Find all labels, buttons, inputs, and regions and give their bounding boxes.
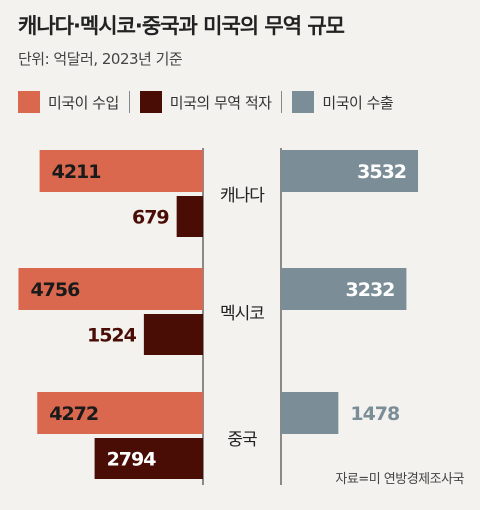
bar-imports: [18, 268, 204, 310]
legend-separator: [128, 91, 130, 113]
bar-deficit: [143, 314, 203, 355]
value-label-exports: 3532: [357, 161, 406, 183]
legend-swatch-exports: [292, 91, 315, 113]
source-note: 자료=미 연방경제조사국: [335, 472, 464, 487]
category-label: 중국: [227, 430, 257, 450]
value-label-imports: 4211: [52, 161, 101, 183]
bar-exports: [281, 392, 339, 434]
legend-item-imports: 미국이 수입: [18, 91, 119, 113]
value-label-exports: 3232: [346, 279, 395, 301]
legend-item-deficit: 미국의 무역 적자: [139, 91, 272, 113]
legend-label-exports: 미국이 수출: [322, 93, 394, 112]
bar-imports: [39, 150, 203, 192]
bar-exports: [281, 268, 407, 310]
chart-title: 캐나다·멕시코·중국과 미국의 무역 규모: [18, 14, 345, 38]
value-label-deficit: 1524: [87, 325, 137, 347]
value-label-deficit: 679: [132, 207, 169, 229]
category-label: 캐나다: [220, 186, 265, 206]
bar-exports: [281, 150, 419, 192]
legend-separator: [281, 91, 283, 113]
legend: 미국이 수입 미국의 무역 적자 미국이 수출: [18, 90, 468, 114]
legend-swatch-deficit: [139, 91, 162, 113]
bar-deficit: [94, 438, 203, 479]
chart-subtitle: 단위: 억달러, 2023년 기준: [18, 50, 183, 68]
legend-label-imports: 미국이 수입: [48, 93, 119, 112]
value-label-imports: 4272: [49, 403, 98, 425]
value-label-exports: 1478: [350, 403, 400, 425]
legend-swatch-imports: [18, 91, 40, 113]
value-label-imports: 4756: [30, 279, 80, 301]
bar-imports: [37, 392, 203, 434]
category-label: 멕시코: [220, 304, 264, 324]
bar-deficit: [176, 196, 203, 237]
value-label-deficit: 2794: [107, 449, 157, 471]
legend-item-exports: 미국이 수출: [292, 91, 394, 113]
legend-label-deficit: 미국의 무역 적자: [169, 93, 272, 112]
